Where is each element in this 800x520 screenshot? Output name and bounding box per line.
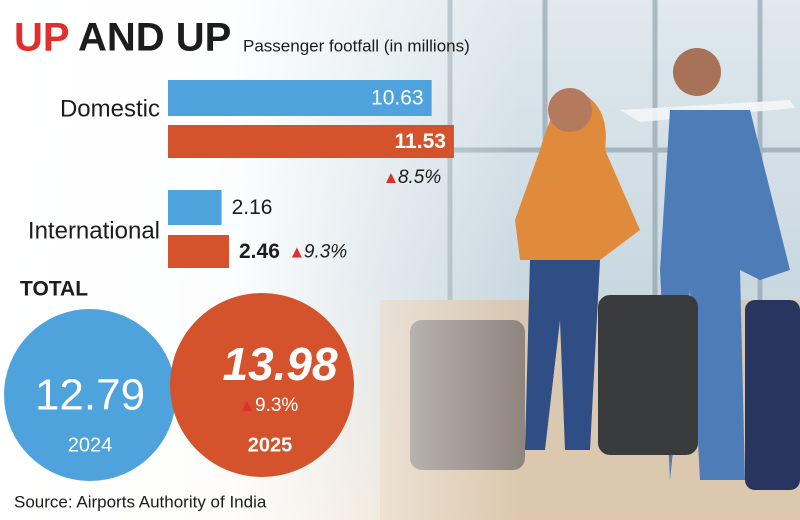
category-label: International [28,217,160,244]
total-year: 2025 [248,434,293,456]
subtitle: Passenger footfall (in millions) [243,36,470,55]
total-value: 12.79 [35,371,145,420]
category-label: Domestic [60,95,160,122]
total-growth: 9.3% [255,395,298,416]
total-value: 13.98 [222,338,338,390]
total-label: TOTAL [20,278,88,301]
total-circle [170,293,354,477]
bar [168,80,432,116]
growth-arrow [291,247,302,258]
growth-label: 8.5% [398,167,441,188]
value-label: 10.63 [371,87,424,110]
bar [168,235,230,268]
title: AND UP [78,16,231,60]
value-label: 2.16 [232,196,273,219]
growth-arrow [242,401,252,411]
total-year: 2024 [68,434,113,456]
bar [168,190,222,225]
bar [168,125,454,158]
source: Source: Airports Authority of India [14,492,267,511]
growth-label: 9.3% [304,242,347,263]
value-label: 2.46 [239,240,280,263]
growth-arrow [385,173,396,183]
value-label: 11.53 [395,130,446,153]
total-circle [4,309,176,481]
title-accent: UP [14,16,70,60]
